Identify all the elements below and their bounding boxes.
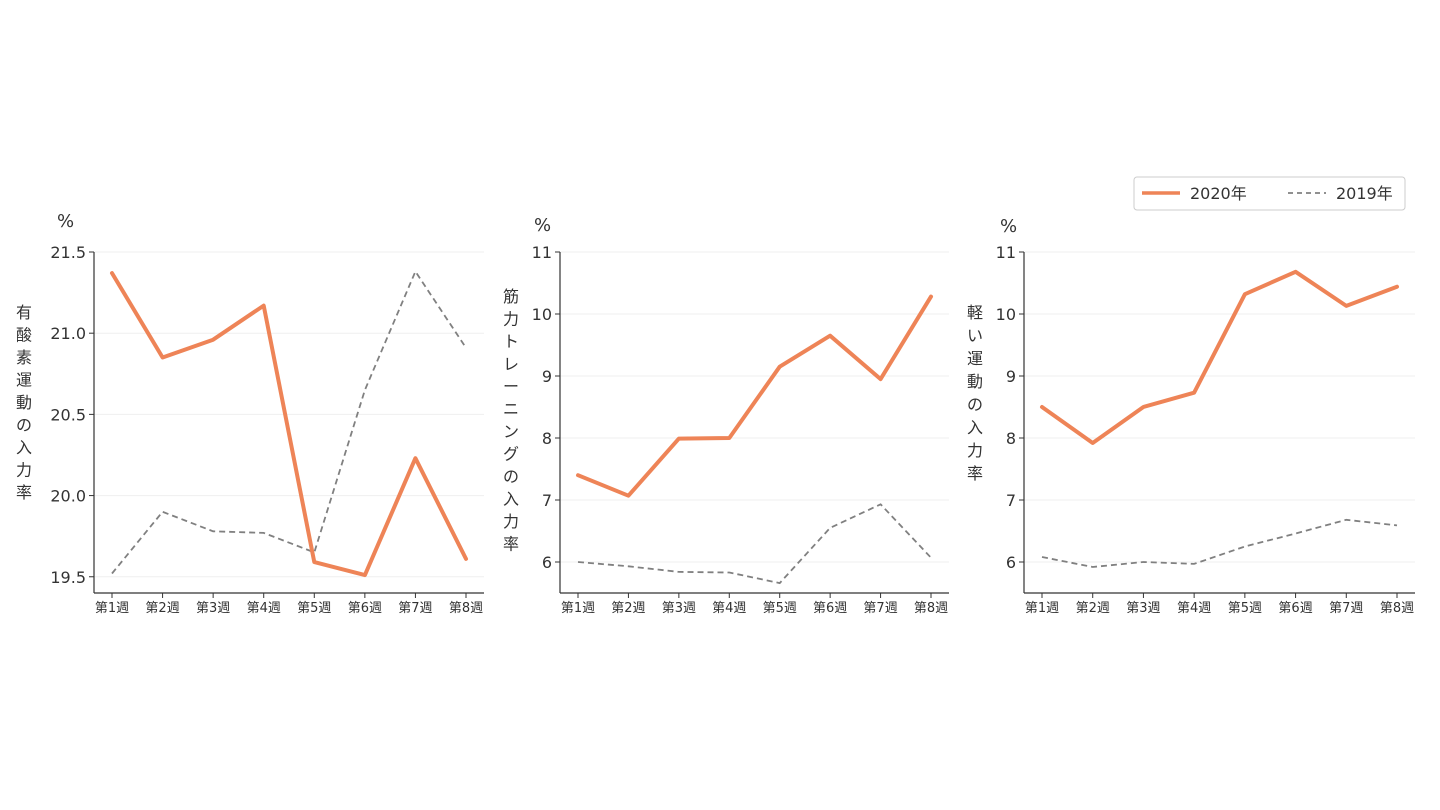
x-tick-label: 第2週 [145,601,179,616]
x-tick-label: 第6週 [348,601,382,616]
chart-panel-2: 6 7 8 9 10 11 第1週 第2週 第3週 第4週 第5週 第6週 第7週 第8週% 筋力トレーニン… [503,215,949,616]
x-tick-label: 第1週 [1025,601,1059,616]
y-tick-label: 10 [996,305,1016,324]
x-tick-label: 第3週 [1126,601,1160,616]
y-tick-label: 20.0 [50,487,86,506]
y-tick-label: 21.5 [50,243,86,262]
y-tick-label: 20.5 [50,405,86,424]
x-tick-label: 第7週 [1329,601,1363,616]
x-tick-label: 第7週 [398,601,432,616]
series-line-2019 [111,269,467,575]
series-line-2019 [577,503,932,585]
chart-panel-1: 19.5 20.0 20.5 21.0 21.5 第1週 第2週 第3週 第4週 第5週 第6週 第7… [16,211,484,616]
y-axis-label: 軽い運動の入力率 [967,303,983,483]
y-tick-label: 7 [1006,491,1016,510]
legend: 2020年 2019年 [1133,176,1406,211]
y-tick-label: 11 [996,243,1016,262]
series-line-2020 [576,294,933,498]
x-tick-label: 第5週 [763,601,797,616]
y-tick-label: 6 [1006,553,1016,572]
y-tick-label: 7 [542,491,552,510]
x-tick-label: 第2週 [611,601,645,616]
y-tick-label: 6 [542,553,552,572]
x-tick-label: 第6週 [1278,601,1312,616]
x-tick-label: 第5週 [297,601,331,616]
x-tick-label: 第1週 [561,601,595,616]
y-tick-label: 10 [532,305,552,324]
y-tick-label: 21.0 [50,324,86,343]
series-line-2019 [1041,518,1398,568]
y-tick-label: 11 [532,243,552,262]
x-tick-label: 第2週 [1076,601,1110,616]
x-tick-label: 第1週 [95,601,129,616]
y-tick-label: 9 [542,367,552,386]
x-tick-label: 第6週 [813,601,847,616]
unit-label: % [57,211,74,232]
y-tick-label: 9 [1006,367,1016,386]
unit-label: % [1000,216,1017,237]
y-tick-label: 8 [542,429,552,448]
y-axis-label: 筋力トレーニングの入力率 [503,287,519,554]
x-tick-label: 第3週 [662,601,696,616]
x-tick-label: 第4週 [712,601,746,616]
series-line-2020 [110,271,468,578]
legend-label-2019: 2019年 [1336,184,1393,203]
x-tick-label: 第3週 [196,601,230,616]
series-line-2020 [1040,269,1399,445]
x-tick-label: 第7週 [863,601,897,616]
y-axis-label: 有酸素運動の入力率 [16,303,32,502]
chart-panel-3: 6 7 8 9 10 11 第1週 第2週 第3週 第4週 第5週 第6週 第7週 第8週% 軽い運動の入力… [967,216,1415,616]
legend-frame [1133,176,1406,211]
x-tick-label: 第8週 [449,601,483,616]
x-tick-label: 第4週 [247,601,281,616]
legend-label-2020: 2020年 [1190,184,1247,203]
y-tick-label: 19.5 [50,568,86,587]
unit-label: % [534,215,551,236]
x-tick-label: 第5週 [1228,601,1262,616]
x-tick-label: 第8週 [914,601,948,616]
y-tick-label: 8 [1006,429,1016,448]
x-tick-label: 第4週 [1177,601,1211,616]
x-tick-label: 第8週 [1380,601,1414,616]
